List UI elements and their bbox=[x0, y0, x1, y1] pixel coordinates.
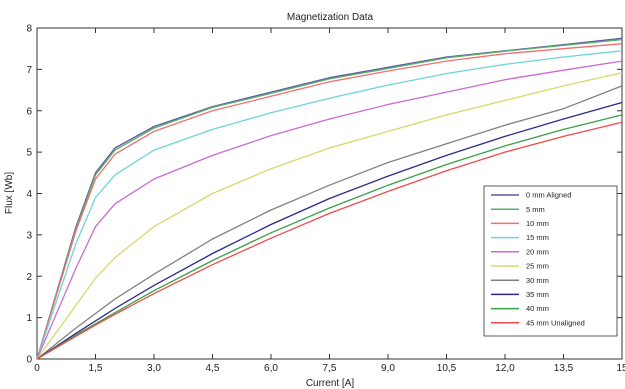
x-tick-label: 4,5 bbox=[206, 363, 220, 374]
x-tick-label: 0 bbox=[34, 363, 40, 374]
x-tick-label: 10,5 bbox=[437, 363, 457, 374]
chart-title: Magnetization Data bbox=[287, 12, 374, 23]
y-tick-label: 5 bbox=[26, 148, 32, 159]
legend-box bbox=[483, 185, 618, 337]
legend-label: 40 mm bbox=[526, 304, 549, 313]
axis-ticks: 0 1,5 3,0 4,5 6,0 7,5 9,0 10,5 12,0 13,5 15 0 1 2 3 4 5 6… bbox=[26, 24, 625, 375]
series-line bbox=[36, 114, 623, 360]
y-tick-label: 2 bbox=[26, 272, 32, 283]
x-tick-label: 7,5 bbox=[323, 363, 337, 374]
x-axis-label: Current [A] bbox=[306, 378, 355, 389]
legend-label: 20 mm bbox=[526, 247, 549, 256]
x-tick-label: 9,0 bbox=[381, 363, 395, 374]
series-line bbox=[36, 38, 623, 360]
x-tick-label: 1,5 bbox=[89, 363, 103, 374]
series-line bbox=[36, 50, 623, 360]
series-line bbox=[36, 43, 623, 360]
y-tick-label: 6 bbox=[26, 106, 32, 117]
x-tick-label: 15 bbox=[616, 363, 625, 374]
x-tick-label: 13,5 bbox=[554, 363, 574, 374]
legend-label: 0 mm Aligned bbox=[526, 191, 571, 200]
y-tick-label: 1 bbox=[26, 313, 32, 324]
legend-label: 10 mm bbox=[526, 219, 549, 228]
series-line bbox=[36, 60, 623, 360]
series-line bbox=[36, 121, 623, 360]
legend-label: 45 mm Unaligned bbox=[526, 318, 585, 327]
y-tick-label: 8 bbox=[26, 24, 32, 35]
series-lines bbox=[36, 37, 623, 360]
series-line bbox=[36, 72, 623, 360]
x-tick-label: 3,0 bbox=[147, 363, 161, 374]
x-tick-label: 12,0 bbox=[495, 363, 515, 374]
legend-label: 5 mm bbox=[526, 205, 545, 214]
legend: 0 mm Aligned 5 mm 10 mm 15 mm 20 mm 25 mm 30 m… bbox=[483, 185, 618, 337]
y-tick-label: 3 bbox=[26, 230, 32, 241]
y-tick-label: 0 bbox=[26, 355, 32, 366]
y-tick-label: 7 bbox=[26, 65, 32, 76]
y-tick-label: 4 bbox=[26, 189, 32, 200]
series-line bbox=[36, 101, 623, 360]
series-line bbox=[36, 85, 623, 360]
legend-label: 30 mm bbox=[526, 276, 549, 285]
x-tick-label: 6,0 bbox=[264, 363, 278, 374]
legend-label: 25 mm bbox=[526, 262, 549, 271]
legend-label: 15 mm bbox=[526, 233, 549, 242]
y-axis-label: Flux [Wb] bbox=[4, 172, 15, 214]
legend-label: 35 mm bbox=[526, 290, 549, 299]
